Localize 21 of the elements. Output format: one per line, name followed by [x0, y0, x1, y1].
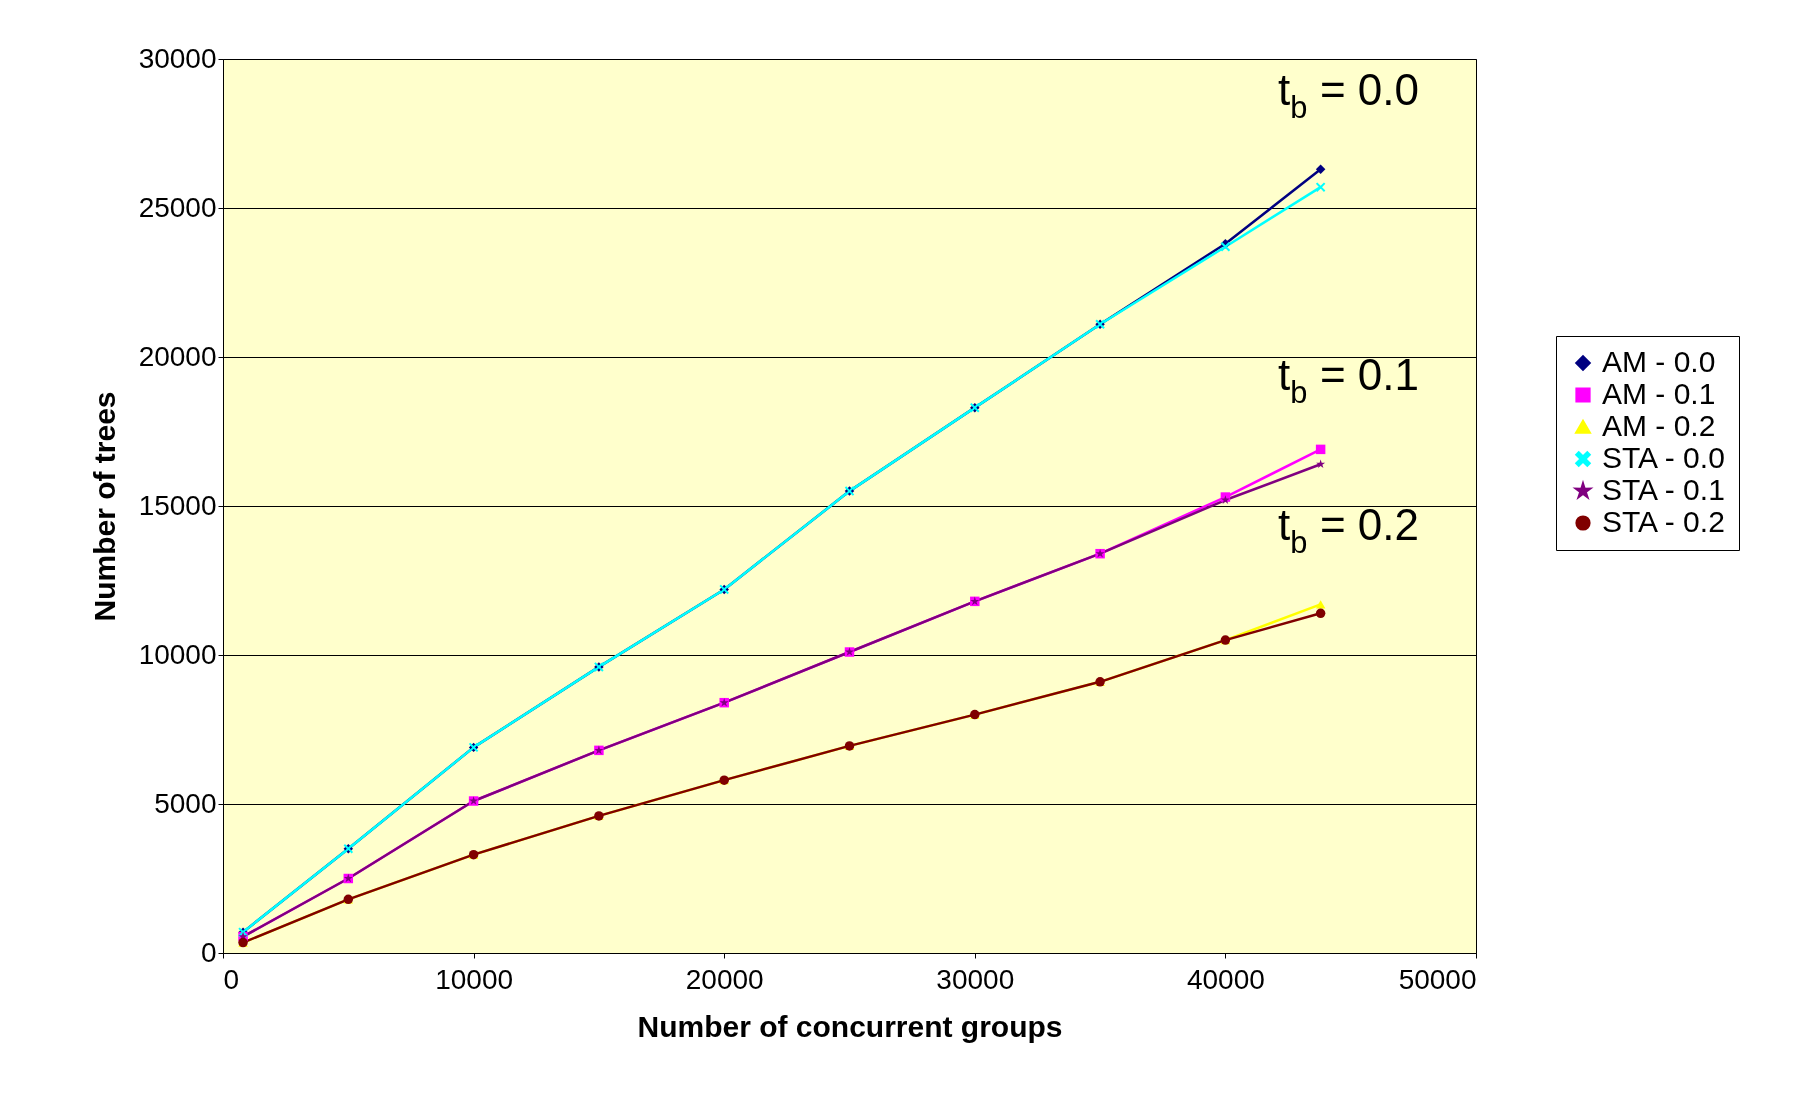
legend-label: AM - 0.1 [1602, 377, 1716, 410]
y-tick-label: 25000 [138, 191, 217, 223]
y-tick-label: 15000 [138, 489, 217, 521]
x-tick-label: 50000 [1398, 963, 1477, 995]
y-tick-label: 20000 [138, 340, 217, 372]
x-tick-label: 20000 [685, 963, 764, 995]
x-tick-label: 0 [223, 963, 240, 995]
x-tick-label: 40000 [1186, 963, 1265, 995]
legend-label: AM - 0.0 [1602, 345, 1716, 378]
x-tick-label: 30000 [936, 963, 1015, 995]
legend-label: AM - 0.2 [1602, 409, 1716, 442]
y-tick-label: 10000 [138, 638, 217, 670]
legend-label: STA - 0.2 [1602, 505, 1725, 538]
legend-label: STA - 0.1 [1602, 473, 1725, 506]
y-tick-label: 5000 [154, 787, 217, 819]
legend-label: STA - 0.0 [1602, 441, 1725, 474]
x-tick-label: 10000 [435, 963, 514, 995]
y-tick-label: 30000 [138, 42, 217, 74]
x-axis-title: Number of concurrent groups [637, 1009, 1063, 1043]
y-axis-title: Number of trees [87, 391, 121, 622]
y-tick-label: 0 [200, 936, 217, 968]
